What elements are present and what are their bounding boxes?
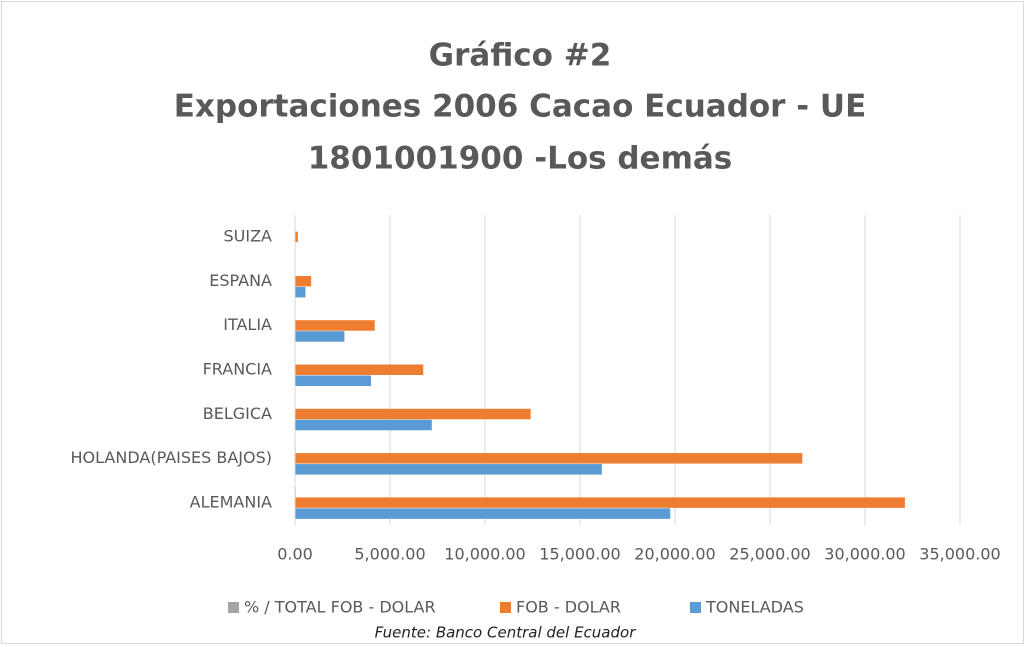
bar <box>295 375 371 386</box>
source-note: Fuente: Banco Central del Ecuador <box>375 624 637 642</box>
bar <box>295 320 375 331</box>
y-tick-label: ITALIA <box>223 315 272 334</box>
bar <box>295 275 312 287</box>
bar <box>295 231 298 243</box>
bar <box>295 408 531 420</box>
legend-label: TONELADAS <box>705 598 804 617</box>
legend-swatch <box>690 602 701 613</box>
bar <box>295 508 671 519</box>
bar <box>295 464 602 475</box>
x-tick-label: 30,000.00 <box>824 545 905 564</box>
bar <box>295 453 803 464</box>
x-tick-label: 20,000.00 <box>634 545 715 564</box>
bar <box>295 364 424 375</box>
bar <box>295 497 905 508</box>
bar <box>295 331 345 342</box>
chart-title: Gráfico #2 <box>429 38 612 74</box>
legend-label: % / TOTAL FOB - DOLAR <box>244 598 436 617</box>
x-tick-label: 10,000.00 <box>444 545 525 564</box>
y-tick-label: HOLANDA(PAISES BAJOS) <box>71 448 272 467</box>
legend-label: FOB - DOLAR <box>516 598 621 617</box>
chart-title: Exportaciones 2006 Cacao Ecuador - UE <box>174 89 867 125</box>
x-tick-label: 35,000.00 <box>919 545 1000 564</box>
y-tick-label: SUIZA <box>224 227 273 246</box>
y-tick-label: ESPANA <box>209 271 272 290</box>
x-tick-label: 0.00 <box>277 545 313 564</box>
y-tick-label: BELGICA <box>203 404 272 423</box>
y-tick-label: ALEMANIA <box>190 492 272 511</box>
x-tick-label: 25,000.00 <box>729 545 810 564</box>
bar <box>295 286 306 298</box>
x-tick-label: 15,000.00 <box>539 545 620 564</box>
bar <box>295 419 432 431</box>
y-tick-label: FRANCIA <box>203 360 272 379</box>
legend-swatch <box>500 602 511 613</box>
chart-title: 1801001900 -Los demás <box>308 141 733 177</box>
x-tick-label: 5,000.00 <box>354 545 425 564</box>
legend-swatch <box>228 602 239 613</box>
